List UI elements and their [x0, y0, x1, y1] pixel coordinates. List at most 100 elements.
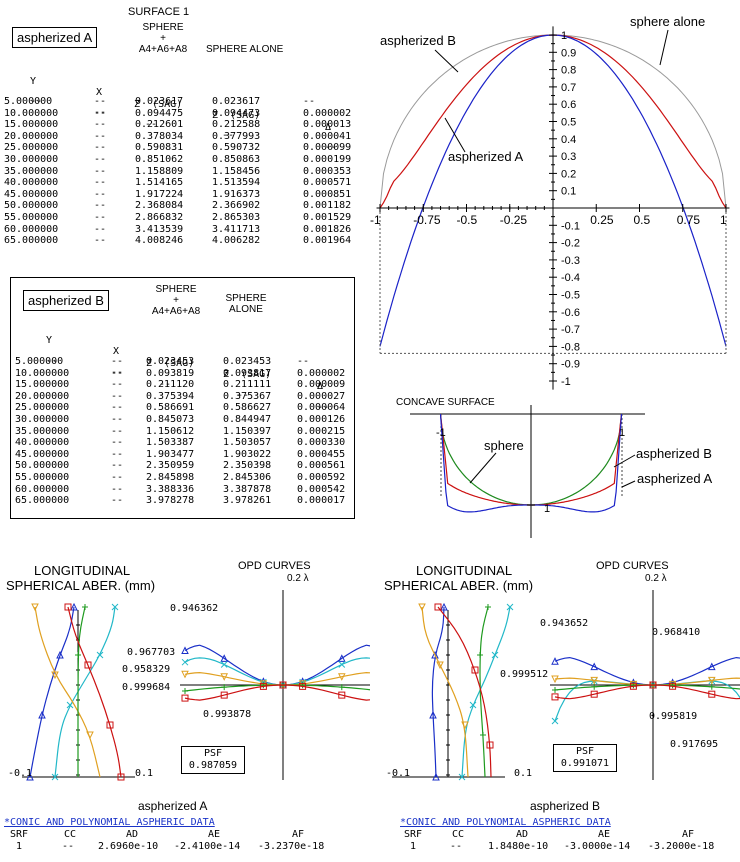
table-b-row: 40.000000 -- 1.503387 1.503057 0.000330: [1, 437, 351, 449]
table-b-cell: 10.000000: [15, 367, 70, 379]
table-a-cell: --: [94, 130, 107, 142]
table-b-cell: 1.503057: [223, 437, 272, 449]
marker-triangle-down: [461, 721, 469, 730]
table-b-cell: --: [111, 437, 124, 449]
table-a-rows: 5.000000 -- 0.023617 0.023617 -- 10.000000 -- 0…: [0, 96, 360, 247]
table-b-cell: 0.000002: [297, 367, 346, 379]
opd-value-a-2: 0.967703: [127, 647, 176, 658]
table-b-cell: 3.978278: [146, 495, 195, 507]
table-b-cell: 1.150612: [146, 425, 195, 437]
table-a-row: 50.000000 -- 2.368084 2.366902 0.001182: [0, 200, 360, 212]
aspheric-data-link-b[interactable]: *CONIC AND POLYNOMIAL ASPHERIC DATA: [400, 817, 611, 828]
marker-x: [181, 658, 189, 666]
marker-square: [279, 681, 287, 689]
marker-x: [220, 661, 228, 668]
concave-plot: -1 1 1 sphere aspherized B aspherized A: [410, 405, 712, 538]
marker-plus: [221, 684, 228, 691]
x-tick-label: -0.75: [413, 213, 441, 227]
marker-x: [111, 603, 119, 611]
pointer-b: [434, 49, 459, 73]
marker-triangle: [38, 710, 46, 719]
opd-title-b: OPD CURVES: [596, 560, 669, 572]
table-a-cell: 10.000000: [4, 107, 59, 119]
lsa-curve: [29, 606, 75, 778]
table-a-cell: 25.000000: [4, 142, 59, 154]
x-tick-label: 0.5: [634, 213, 651, 227]
table-a-cell: 30.000000: [4, 153, 59, 165]
table-b-cell: --: [111, 448, 124, 460]
x-tick-label: -1: [370, 213, 381, 227]
y-tick-label: 0.8: [561, 65, 576, 77]
table-a-cell: 0.851062: [135, 153, 184, 165]
table-b-row: 15.000000 -- 0.211120 0.211111 0.000009: [1, 379, 351, 391]
table-b-cell: 2.845306: [223, 471, 272, 483]
x-tick-label: 1: [720, 213, 727, 227]
table-b-cell: --: [297, 356, 310, 367]
marker-x: [66, 701, 74, 709]
concave-label-sphere: sphere: [484, 438, 524, 453]
table-a-cell: 0.001182: [303, 200, 352, 212]
table-a-cell: 20.000000: [4, 130, 59, 142]
caption-a: aspherized A: [138, 799, 208, 813]
table-b-col-sphere-alone: SPHERE ALONE: [225, 293, 267, 315]
table-b-cell: 0.000027: [297, 390, 346, 402]
y-tick-label: -0.5: [561, 290, 580, 302]
aspheric-data-link-a[interactable]: *CONIC AND POLYNOMIAL ASPHERIC DATA: [4, 817, 215, 828]
table-a-cell: --: [94, 119, 107, 131]
table-b-cell: 0.093819: [146, 367, 195, 379]
pointer-a: [444, 117, 466, 153]
y-tick-label: -0.2: [561, 238, 580, 250]
table-a-cell: 0.000099: [303, 142, 352, 154]
table-a-label: aspherized A: [12, 27, 98, 48]
lsa-title-a-1: LONGITUDINAL: [34, 563, 131, 578]
x-tick-label: 0.75: [677, 213, 701, 227]
lsa-xmax-a: 0.1: [135, 768, 154, 779]
lsa-curve: [479, 606, 489, 778]
table-a-cell: 1.158456: [212, 165, 261, 177]
pointer-sphere: [659, 29, 669, 66]
table-a-cell: --: [94, 153, 107, 165]
table-a-row: 65.000000 -- 4.008246 4.006282 0.001964: [0, 235, 360, 247]
table-a-cell: 65.000000: [4, 235, 59, 247]
opd-curve: [184, 684, 370, 701]
table-a-cell: 45.000000: [4, 188, 59, 200]
table-a-cell: 1.158809: [135, 165, 184, 177]
opd-value-b-5: 0.917695: [670, 739, 719, 750]
marker-x: [338, 661, 346, 668]
table-b-cell: 0.586627: [223, 402, 272, 414]
table-b-cell: 0.000330: [297, 437, 346, 449]
marker-square: [117, 773, 125, 781]
marker-triangle: [590, 662, 599, 671]
marker-triangle-down: [590, 676, 599, 685]
table-a-headers: Y X Z (SAG) Z (SAG) Δ: [30, 75, 332, 133]
opd-value-a-1: 0.946362: [170, 603, 219, 614]
table-b-cell: 2.350398: [223, 460, 272, 472]
table-b-dashes: -- -- -- -- --: [46, 355, 330, 413]
marker-square: [551, 693, 559, 701]
table-b: aspherized B SPHERE + A4+A6+A8 SPHERE AL…: [10, 277, 355, 519]
table-a-cell: 0.000002: [303, 107, 352, 119]
concave-label-asph-b: aspherized B: [636, 446, 712, 461]
table-b-cell: --: [111, 471, 124, 483]
table-b-cell: 0.023453: [223, 356, 272, 367]
marker-plus: [708, 683, 715, 690]
marker-x: [458, 773, 466, 781]
opd-value-a-4: 0.999684: [122, 682, 171, 693]
table-a-cell: 2.366902: [212, 200, 261, 212]
table-b-cell: 1.903022: [223, 448, 272, 460]
table-b-cell: 60.000000: [15, 483, 70, 495]
table-a-row: 60.000000 -- 3.413539 3.411713 0.001826: [0, 224, 360, 236]
table-b-cell: 0.000542: [297, 483, 346, 495]
table-a-row: 55.000000 -- 2.866832 2.865303 0.001529: [0, 212, 360, 224]
profile-plot: -1 -0.75 -0.5 -0.25 0.25 0.5 0.75 1 0.1 -0.1 0.2 -0…: [370, 14, 730, 390]
table-b-cell: 0.844947: [223, 413, 272, 425]
marker-plus: [182, 688, 188, 694]
opd-title-a: OPD CURVES: [238, 560, 311, 572]
table-a-row: 45.000000 -- 1.917224 1.916373 0.000851: [0, 189, 360, 201]
marker-x: [51, 773, 59, 781]
table-b-row: 50.000000 -- 2.350959 2.350398 0.000561: [1, 460, 351, 472]
table-a-row: 40.000000 -- 1.514165 1.513594 0.000571: [0, 177, 360, 189]
y-tick-label: 0.3: [561, 151, 576, 163]
table-b-cell: 0.000017: [297, 495, 346, 507]
marker-square: [181, 694, 189, 702]
